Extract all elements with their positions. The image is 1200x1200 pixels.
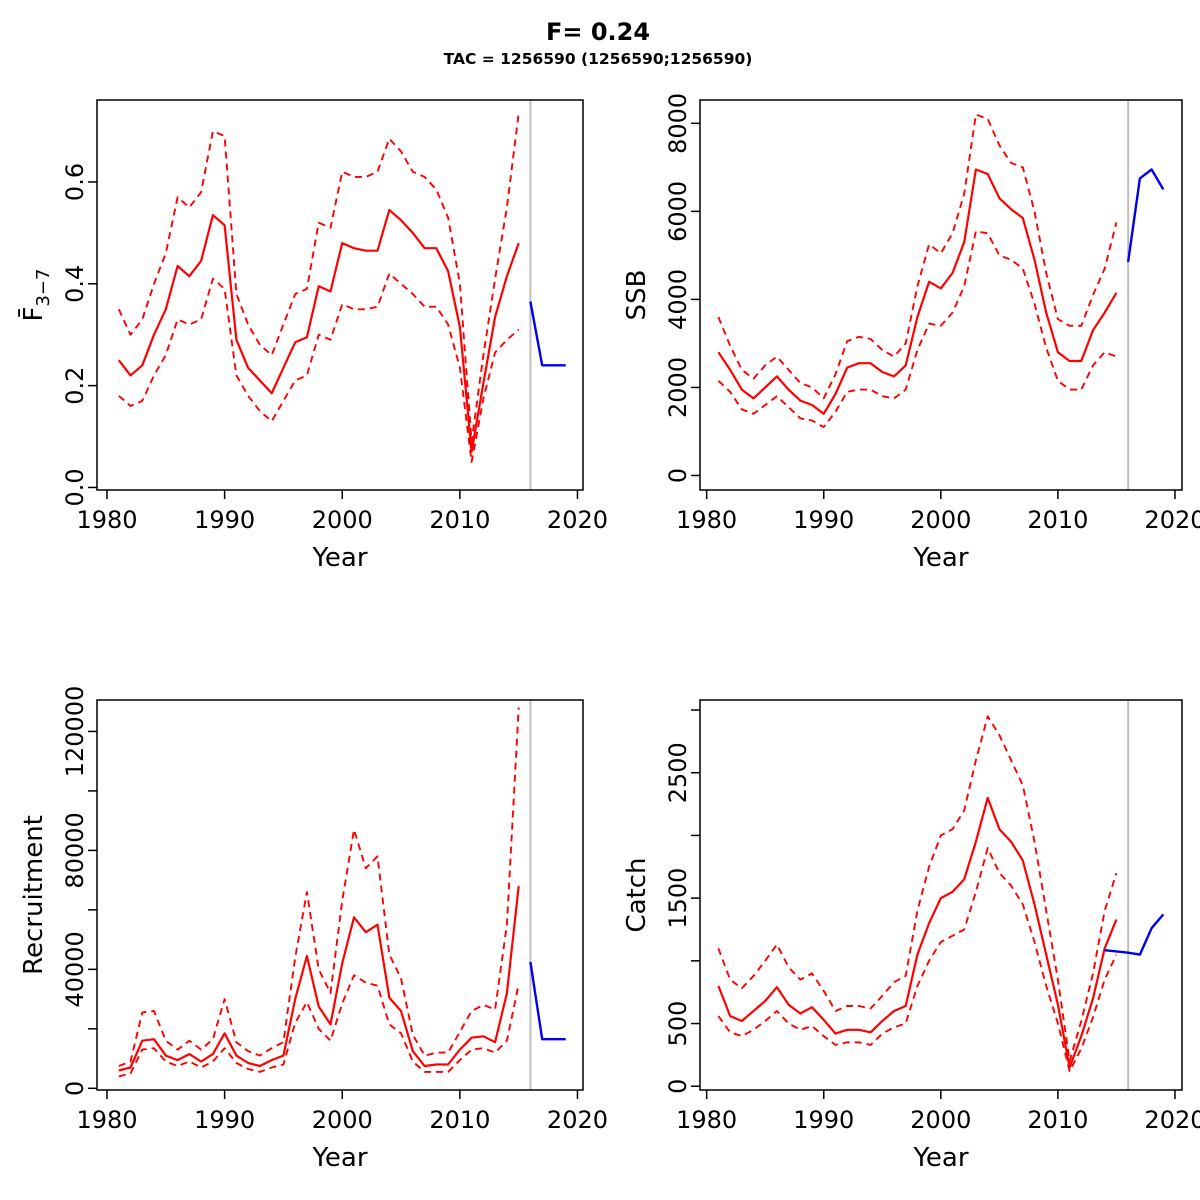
y-tick-label: 1500: [664, 868, 692, 929]
lower-ci-line: [717, 230, 1117, 429]
upper-ci-line: [118, 707, 520, 1067]
y-axis-title: F̄3−7: [17, 269, 54, 322]
y-tick-label: 0.2: [61, 367, 89, 405]
forecast-line: [529, 961, 566, 1041]
x-axis-title: Year: [912, 543, 968, 573]
y-tick-label: 4000: [664, 269, 692, 330]
panel-catch: 1980 1990 2000 2010 2020 0 500 1500 2500 Year Catc…: [622, 699, 1200, 1173]
x-tick-label: 2010: [1027, 506, 1088, 534]
x-tick-label: 2020: [547, 1106, 608, 1134]
x-axis-title: Year: [912, 1143, 968, 1173]
panel-ssb: 1980 1990 2000 2010 2020 0 2000 4000 6000 8000 Yea…: [622, 93, 1200, 573]
x-tick-label: 2010: [1027, 1106, 1088, 1134]
x-tick-label: 1980: [676, 506, 737, 534]
y-tick-label: 80000: [61, 812, 89, 888]
x-axis: 1980 1990 2000 2010 2020: [76, 1090, 608, 1134]
y-tick-label: 8000: [664, 93, 692, 154]
figure-subtitle: TAC = 1256590 (1256590;1256590): [444, 50, 753, 68]
y-tick-label: 0: [61, 1081, 89, 1096]
x-axis: 1980 1990 2000 2010 2020: [676, 490, 1200, 534]
forecast-line: [1104, 913, 1165, 956]
y-tick-label: 40000: [61, 931, 89, 1007]
upper-ci-line: [717, 715, 1118, 1063]
y-tick-label: 0.0: [61, 468, 89, 506]
x-tick-label: 2010: [429, 1106, 490, 1134]
y-axis: 0 40000 80000 120000: [61, 686, 97, 1096]
y-axis: 0 500 1500 2500: [664, 709, 700, 1094]
y-tick-label: 0.6: [61, 163, 89, 201]
figure-title: F= 0.24: [546, 18, 650, 46]
y-axis-title: Catch: [622, 857, 652, 932]
y-tick-label: 120000: [61, 686, 89, 778]
lower-ci-line: [717, 847, 1118, 1073]
upper-ci-line: [117, 113, 520, 443]
x-axis: 1980 1990 2000 2010 2020: [76, 490, 608, 534]
y-tick-label: 0.4: [61, 265, 89, 303]
y-axis-title: Recruitment: [19, 815, 49, 975]
median-line: [117, 208, 520, 453]
y-tick-label: 0: [664, 468, 692, 483]
panel-f: 1980 1990 2000 2010 2020 0.0 0.2 0.4 0.6 Year F̄3−…: [17, 99, 608, 573]
x-tick-label: 1990: [793, 1106, 854, 1134]
x-tick-label: 1990: [793, 506, 854, 534]
x-tick-label: 1990: [194, 1106, 255, 1134]
lower-ci-line: [118, 272, 520, 463]
x-axis-title: Year: [311, 1143, 367, 1173]
y-tick-label: 2500: [664, 742, 692, 803]
y-axis: 0 2000 4000 6000 8000: [664, 93, 700, 483]
y-tick-label: 0: [664, 1079, 692, 1094]
upper-ci-line: [717, 113, 1118, 400]
panel-recruitment: 1980 1990 2000 2010 2020 0 40000 80000 120000 Yea…: [19, 686, 608, 1173]
x-tick-label: 2010: [429, 506, 490, 534]
panels: 1980 1990 2000 2010 2020 0.0 0.2 0.4 0.6 Year F̄3−…: [17, 93, 1200, 1173]
x-tick-label: 1980: [676, 1106, 737, 1134]
y-tick-label: 500: [664, 1001, 692, 1047]
x-tick-label: 1990: [194, 506, 255, 534]
median-line: [717, 168, 1118, 415]
plot-box: [699, 99, 1183, 491]
x-tick-label: 2000: [312, 506, 373, 534]
y-tick-label: 6000: [664, 181, 692, 242]
lower-ci-line: [118, 974, 520, 1078]
y-axis-title: SSB: [622, 270, 652, 321]
x-tick-label: 1980: [76, 1106, 137, 1134]
x-axis: 1980 1990 2000 2010 2020: [676, 1090, 1200, 1134]
median-line: [717, 796, 1118, 1069]
plot-box: [96, 99, 584, 491]
x-axis-title: Year: [311, 543, 367, 573]
x-tick-label: 2020: [547, 506, 608, 534]
y-tick-label: 2000: [664, 357, 692, 418]
x-tick-label: 2020: [1144, 506, 1200, 534]
forecast-line: [1126, 168, 1165, 263]
plot-box: [96, 699, 584, 1091]
x-tick-label: 2000: [910, 506, 971, 534]
x-tick-label: 2000: [312, 1106, 373, 1134]
x-tick-label: 2000: [910, 1106, 971, 1134]
forecast-line: [529, 301, 566, 367]
x-tick-label: 2020: [1144, 1106, 1200, 1134]
x-tick-label: 1980: [76, 506, 137, 534]
y-axis: 0.0 0.2 0.4 0.6: [61, 163, 97, 507]
median-line: [118, 885, 520, 1072]
